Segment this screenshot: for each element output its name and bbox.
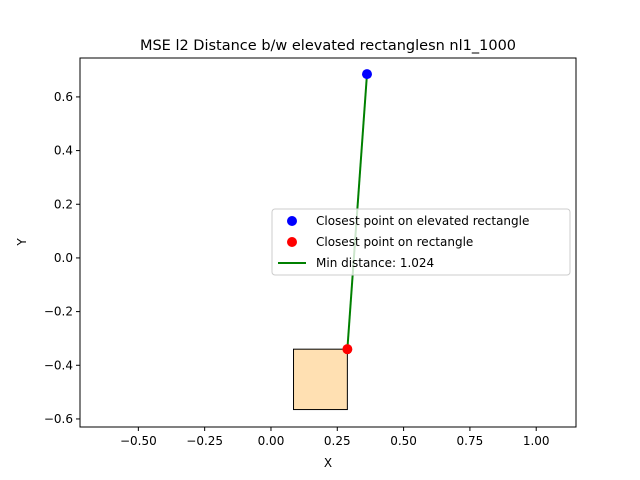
elevated-closest-point [361, 69, 372, 80]
legend-label-elevated-point: Closest point on elevated rectangle [316, 214, 529, 228]
x-tick-label: 0.25 [324, 434, 351, 448]
x-tick-label: −0.50 [120, 434, 157, 448]
legend-marker-elevated-point [287, 216, 297, 226]
chart-title: MSE l2 Distance b/w elevated rectanglesn… [140, 38, 516, 54]
legend-label-min-distance: Min distance: 1.024 [316, 256, 434, 270]
y-tick-label: −0.6 [44, 412, 73, 426]
y-tick-label: 0.0 [54, 251, 73, 265]
rectangle-closest-point [342, 344, 353, 355]
legend-marker-rectangle-point [287, 237, 297, 247]
x-tick-label: 0.50 [390, 434, 417, 448]
legend-label-rectangle-point: Closest point on rectangle [316, 235, 473, 249]
y-tick-label: 0.4 [54, 144, 73, 158]
x-tick-label: −0.25 [186, 434, 223, 448]
y-tick-label: −0.4 [44, 358, 73, 372]
x-axis-label: X [324, 456, 332, 470]
y-tick-label: 0.2 [54, 197, 73, 211]
x-tick-label: 1.00 [523, 434, 550, 448]
y-tick-label: 0.6 [54, 90, 73, 104]
plot-frame [79, 57, 577, 428]
legend: Closest point on elevated rectangle Clos… [271, 208, 571, 276]
x-tick-label: 0.00 [258, 434, 285, 448]
rectangle-shape [293, 348, 348, 411]
y-tick-label: −0.2 [44, 305, 73, 319]
x-tick-label: 0.75 [457, 434, 484, 448]
legend-box [271, 208, 571, 276]
y-axis-label: Y [15, 238, 29, 247]
